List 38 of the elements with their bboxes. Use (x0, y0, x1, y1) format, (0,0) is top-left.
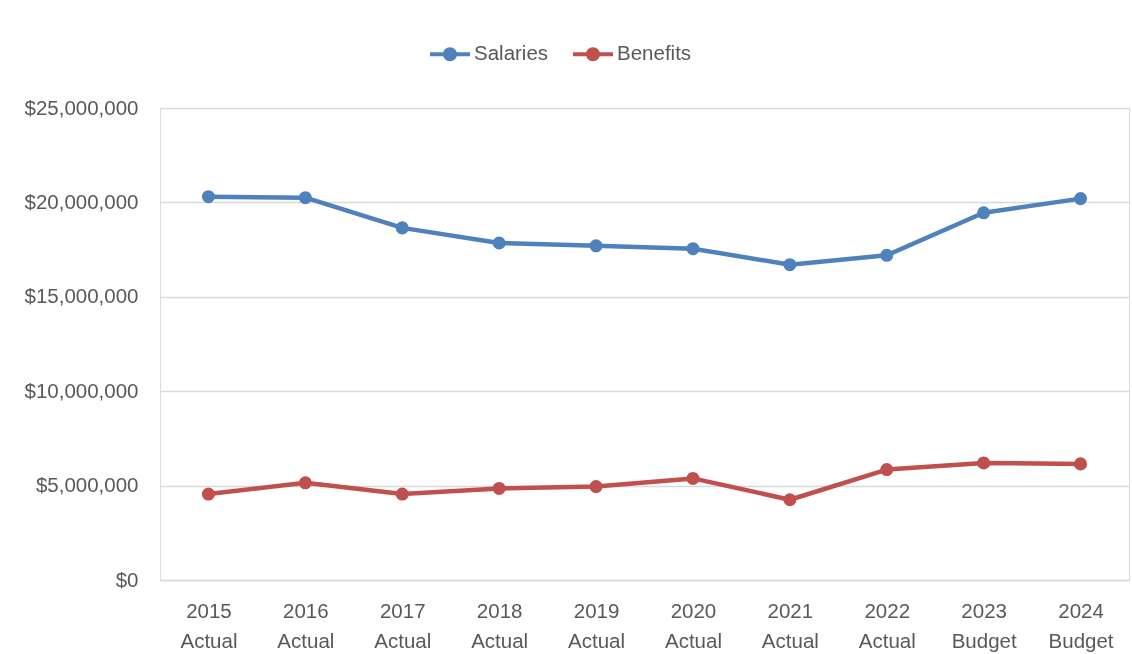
point (880, 463, 894, 477)
point (783, 258, 797, 272)
legend-label: Benefits (617, 41, 692, 65)
point (492, 236, 506, 250)
x-tick-label: 2015 Actual (180, 598, 238, 652)
point (686, 242, 700, 256)
y-tick-label: $5,000,000 (35, 473, 139, 497)
point (201, 487, 215, 501)
x-tick-label: 2024 Budget (1048, 598, 1114, 652)
point (977, 206, 991, 220)
point (298, 191, 312, 205)
y-tick-label: $20,000,000 (24, 189, 139, 213)
point (395, 487, 409, 501)
point (492, 481, 506, 495)
x-tick-label: 2017 Actual (374, 598, 432, 652)
x-tick-label: 2018 Actual (471, 598, 529, 652)
point (977, 456, 991, 470)
point (686, 471, 700, 485)
point (880, 248, 894, 262)
x-tick-label: 2016 Actual (277, 598, 335, 652)
x-tick-label: 2023 Budget (951, 598, 1017, 652)
point (783, 493, 797, 507)
x-tick-label: 2019 Actual (568, 598, 626, 652)
point (1074, 457, 1088, 471)
x-tick-label: 2021 Actual (761, 598, 819, 652)
y-tick-label: $15,000,000 (24, 284, 139, 308)
point (589, 480, 603, 494)
point (589, 239, 603, 253)
y-tick-label: $0 (115, 567, 139, 591)
point (201, 190, 215, 204)
point (1074, 192, 1088, 206)
legend-label: Salaries (474, 41, 549, 65)
y-tick-label: $10,000,000 (24, 378, 139, 402)
x-tick-label: 2020 Actual (664, 598, 722, 652)
point (395, 221, 409, 235)
y-tick-label: $25,000,000 (24, 95, 139, 119)
point (298, 476, 312, 490)
x-tick-label: 2022 Actual (858, 598, 916, 652)
